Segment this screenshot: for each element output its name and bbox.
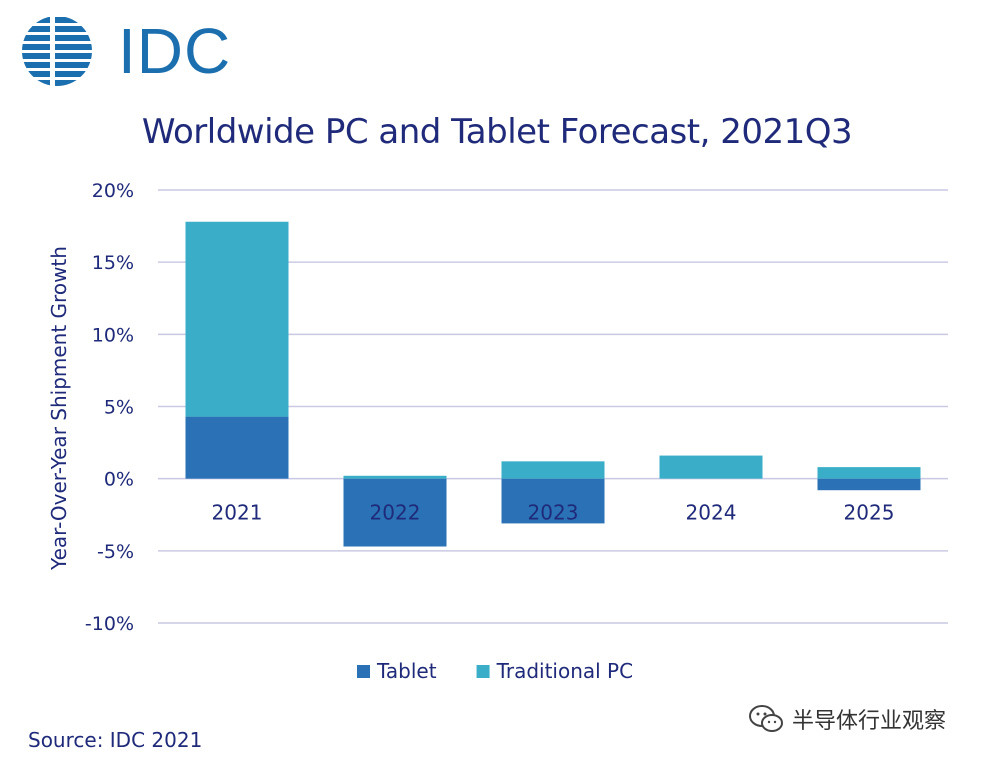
x-tick-label: 2023	[528, 501, 579, 525]
y-tick-label: -10%	[85, 613, 134, 635]
watermark-text: 半导体行业观察	[792, 709, 947, 734]
x-tick-label: 2022	[370, 501, 421, 525]
bar-traditional-pc-2021	[185, 221, 289, 417]
idc-logo: IDC	[20, 14, 260, 88]
y-tick-label: 20%	[92, 180, 134, 202]
y-tick-label: 0%	[104, 469, 134, 491]
legend-label: Tablet	[376, 659, 437, 683]
legend-swatch	[357, 665, 370, 678]
logo-text: IDC	[118, 15, 232, 87]
legend-swatch	[476, 665, 490, 678]
source-note: Source: IDC 2021	[28, 728, 203, 752]
bar-traditional-pc-2022	[343, 475, 447, 479]
legend-label: Traditional PC	[496, 659, 634, 683]
wechat-icon	[749, 705, 783, 732]
chart-title: Worldwide PC and Tablet Forecast, 2021Q3	[141, 112, 853, 152]
y-tick-label: 5%	[104, 397, 134, 419]
bar-traditional-pc-2024	[659, 455, 763, 479]
x-tick-label: 2024	[686, 501, 737, 525]
bar-tablet-2022	[343, 478, 447, 547]
bar-traditional-pc-2025	[817, 467, 921, 479]
watermark: 半导体行业观察	[748, 703, 946, 735]
y-tick-label: -5%	[97, 541, 134, 563]
x-tick-label: 2025	[844, 501, 895, 525]
y-tick-label: 10%	[92, 324, 134, 346]
bar-tablet-2021	[185, 416, 289, 479]
y-tick-label: 15%	[92, 252, 134, 274]
bar-traditional-pc-2023	[501, 461, 605, 479]
globe-icon	[22, 14, 92, 88]
x-tick-label: 2021	[212, 501, 263, 525]
y-axis-label: Year-Over-Year Shipment Growth	[47, 246, 71, 571]
bar-tablet-2023	[501, 478, 605, 524]
bar-tablet-2025	[817, 478, 921, 491]
